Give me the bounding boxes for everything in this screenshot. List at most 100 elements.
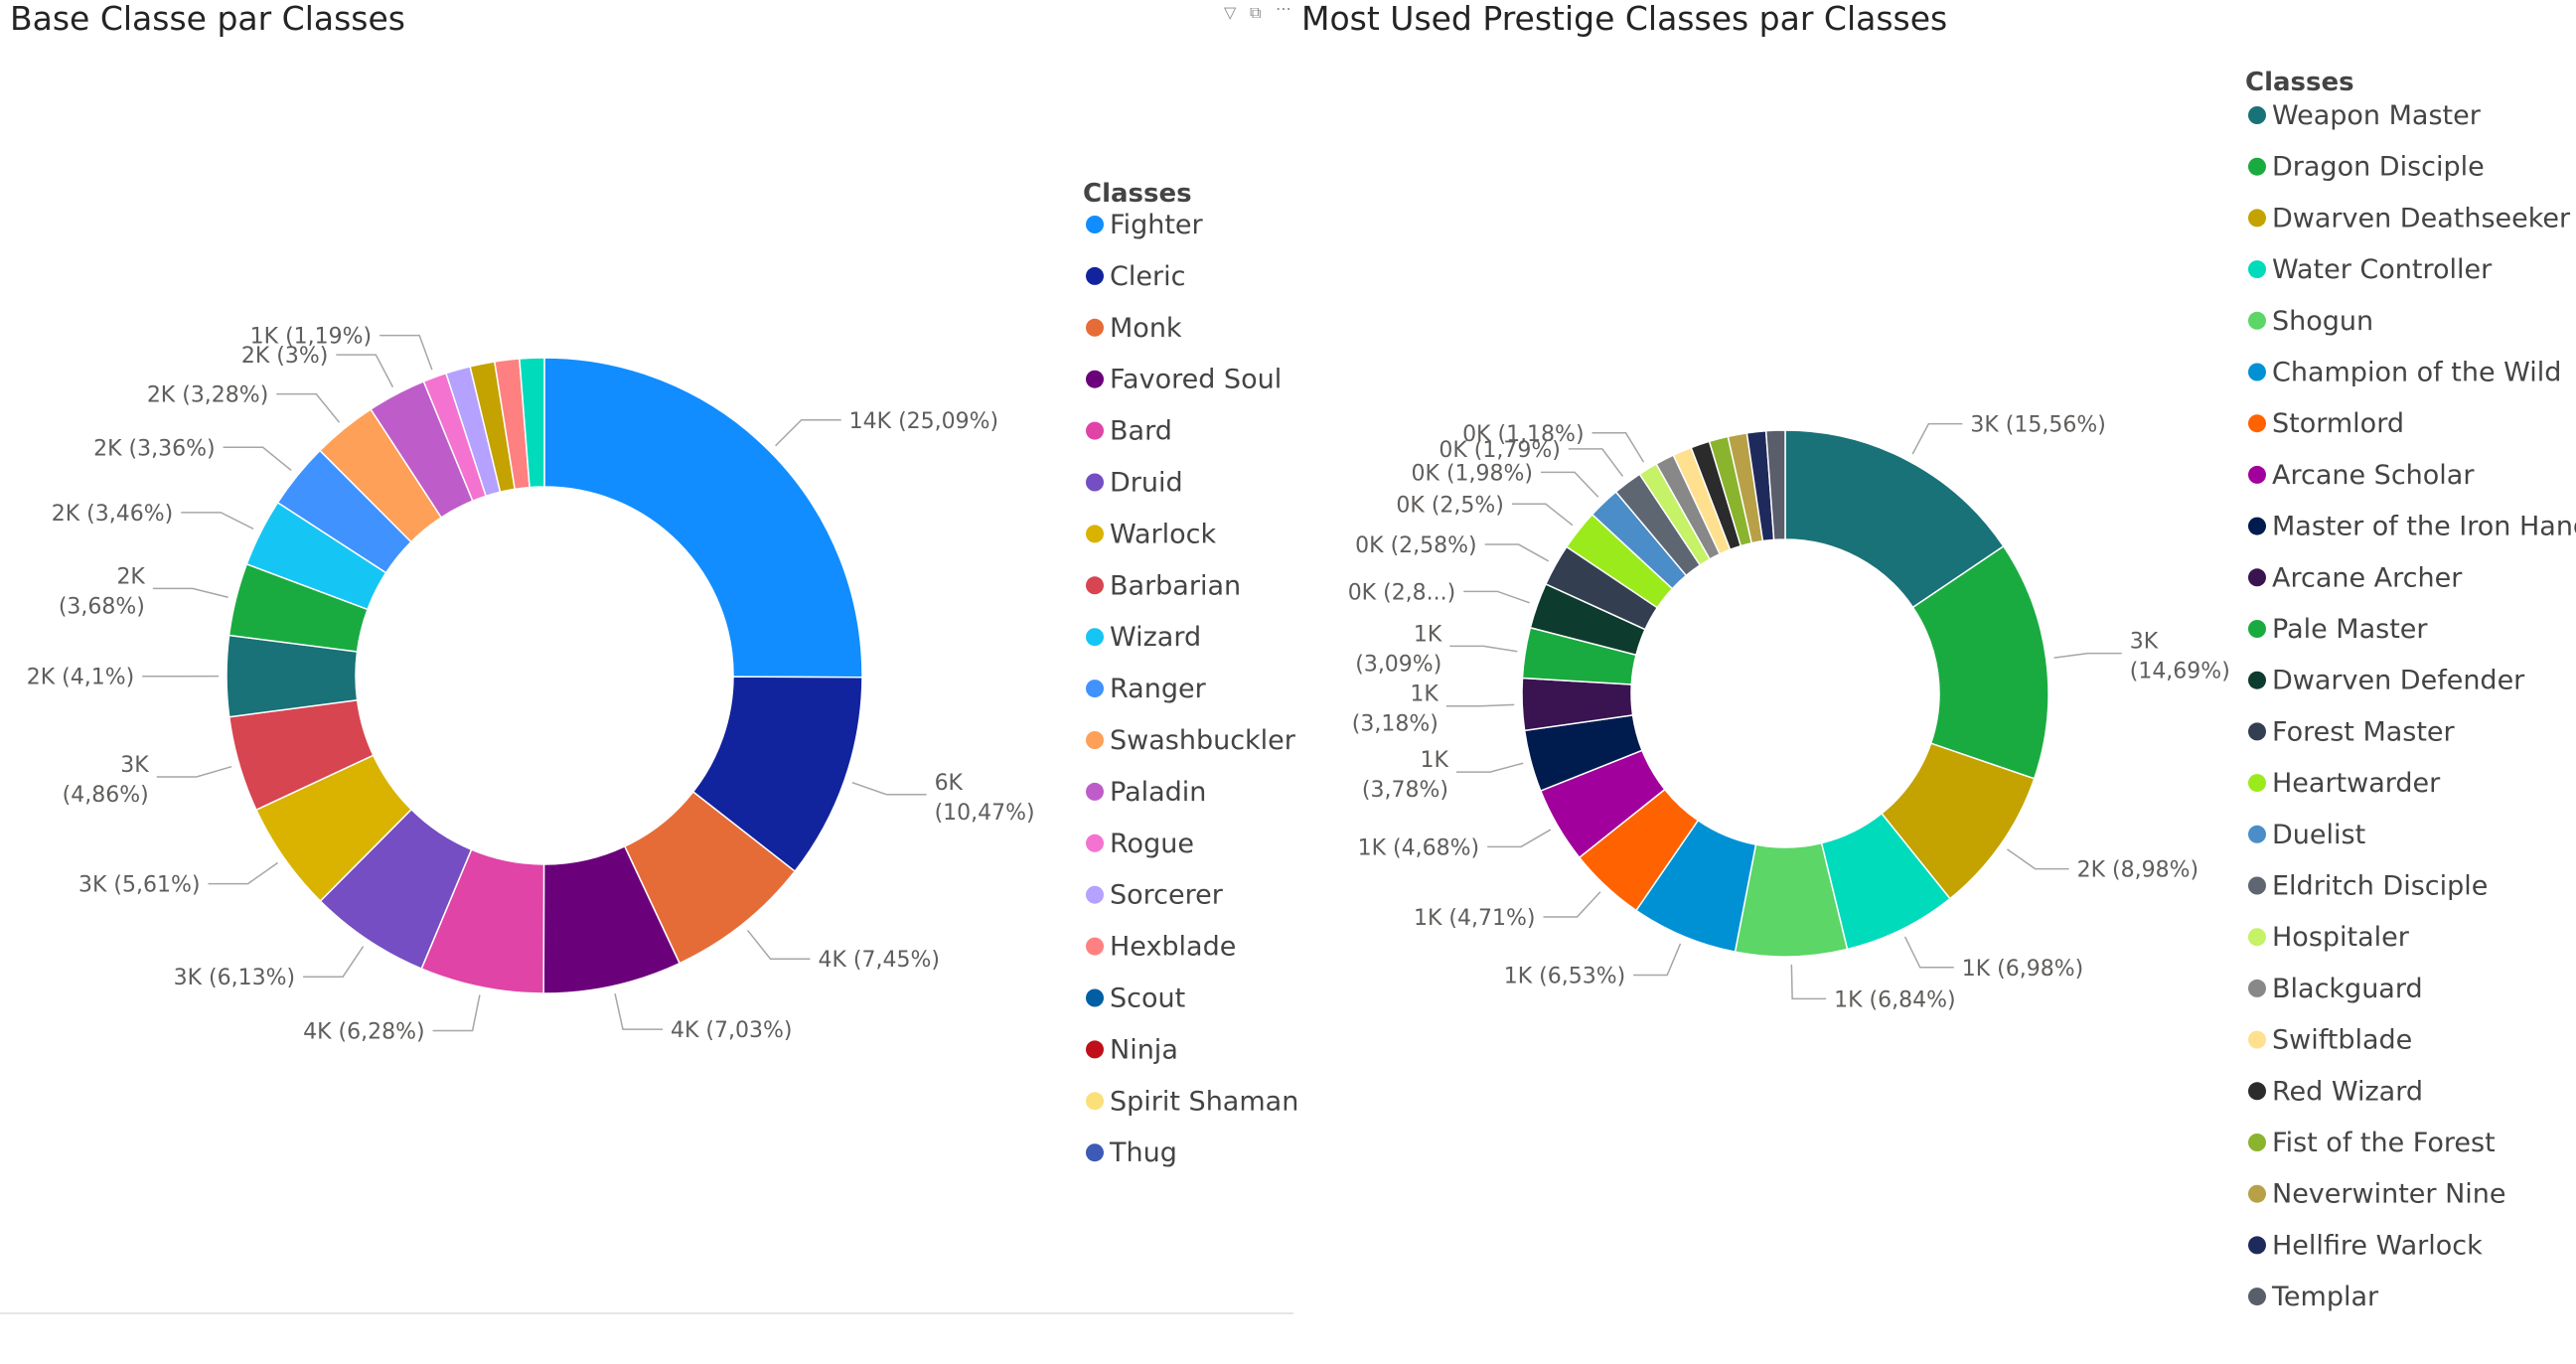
base-class-visual[interactable]: Base Classe par Classes 14K (25,09%) 6K (1… xyxy=(10,0,1298,1168)
legend-item[interactable]: Warlock xyxy=(1086,519,1216,549)
legend-label: Ranger xyxy=(1110,674,1207,704)
legend-item[interactable]: Shogun xyxy=(2248,306,2373,337)
legend-label: Warlock xyxy=(1110,519,1216,549)
legend-item[interactable]: Thug xyxy=(1086,1137,1177,1168)
data-label: 1K (3,18%) xyxy=(1352,682,1440,737)
focus-mode-icon[interactable]: ⧉ xyxy=(1250,3,1261,22)
legend-item[interactable]: Arcane Scholar xyxy=(2248,460,2475,491)
leader-line xyxy=(1633,943,1682,977)
data-label: 2K (8,98%) xyxy=(2077,858,2198,883)
leader-line xyxy=(208,861,279,885)
legend-item[interactable]: Fighter xyxy=(1086,210,1204,240)
legend-item[interactable]: Hospitaler xyxy=(2248,922,2410,953)
legend-item[interactable]: Swiftblade xyxy=(2248,1025,2412,1056)
leader-line xyxy=(614,993,664,1030)
more-options-icon[interactable]: ⋯ xyxy=(1276,0,1291,18)
legend-item[interactable]: Rogue xyxy=(1086,829,1194,859)
legend-label: Templar xyxy=(2271,1282,2379,1312)
legend-item[interactable]: Swashbuckler xyxy=(1086,725,1296,756)
legend-item[interactable]: Water Controller xyxy=(2248,254,2493,285)
filter-icon[interactable]: ▽ xyxy=(1224,3,1237,22)
legend-label: Scout xyxy=(1110,984,1185,1014)
legend-item[interactable]: Ninja xyxy=(1086,1034,1178,1065)
legend-title: Classes xyxy=(2245,68,2354,97)
legend-item[interactable]: Bard xyxy=(1086,416,1172,447)
legend-item[interactable]: Duelist xyxy=(2248,820,2365,850)
legend-item[interactable]: Spirit Shaman xyxy=(1086,1086,1298,1117)
leader-line xyxy=(1445,703,1515,707)
leader-line xyxy=(851,781,927,796)
leader-line xyxy=(1463,590,1530,604)
legend-item[interactable]: Weapon Master xyxy=(2248,100,2482,131)
legend-item[interactable]: Red Wizard xyxy=(2248,1076,2423,1107)
legend-label: Bard xyxy=(1110,416,1172,447)
prestige-class-visual[interactable]: Most Used Prestige Classes par Classes 3… xyxy=(1301,0,2576,1312)
legend-item[interactable]: Pale Master xyxy=(2248,614,2428,645)
legend-marker xyxy=(1086,421,1104,440)
legend-item[interactable]: Arcane Archer xyxy=(2248,562,2463,593)
legend-marker xyxy=(1086,525,1104,543)
legend-item[interactable]: Neverwinter Nine xyxy=(2248,1179,2506,1210)
donut-chart[interactable] xyxy=(226,357,863,994)
legend-marker xyxy=(2248,774,2266,793)
legend-label: Weapon Master xyxy=(2272,100,2482,131)
legend-item[interactable]: Hexblade xyxy=(1086,932,1236,963)
data-label: 4K (7,45%) xyxy=(818,948,939,973)
legend-item[interactable]: Fist of the Forest xyxy=(2248,1128,2496,1158)
legend-marker xyxy=(1086,628,1104,647)
legend-item[interactable]: Cleric xyxy=(1086,261,1185,292)
legend-item[interactable]: Scout xyxy=(1086,984,1185,1014)
legend-marker xyxy=(2248,928,2266,947)
legend-item[interactable]: Hellfire Warlock xyxy=(2248,1230,2483,1261)
leader-line xyxy=(1911,422,1963,455)
legend-item[interactable]: Monk xyxy=(1086,313,1182,344)
legend-item[interactable]: Barbarian xyxy=(1086,570,1241,601)
legend-marker xyxy=(1086,216,1104,233)
slice-templar[interactable] xyxy=(1764,429,1786,541)
legend-label: Arcane Scholar xyxy=(2272,460,2475,491)
visual-header[interactable]: ▽ ⧉ ⋯ xyxy=(1224,0,1291,22)
legend-label: Paladin xyxy=(1110,777,1206,808)
legend-item[interactable]: Wizard xyxy=(1086,622,1201,653)
legend-label: Wizard xyxy=(1110,622,1201,653)
data-label: 1K (6,84%) xyxy=(1834,987,1955,1012)
legend-item[interactable]: Champion of the Wild xyxy=(2248,358,2561,388)
legend-marker xyxy=(1086,1143,1104,1162)
legend-item[interactable]: Heartwarder xyxy=(2248,768,2441,799)
chart-title: Base Classe par Classes xyxy=(10,0,405,38)
legend-item[interactable]: Sorcerer xyxy=(1086,880,1224,911)
legend-item[interactable]: Stormlord xyxy=(2248,408,2404,439)
legend-item[interactable]: Master of the Iron Hand xyxy=(2248,512,2576,542)
legend-item[interactable]: Dwarven Deathseeker xyxy=(2248,203,2571,233)
slice-fighter[interactable] xyxy=(543,357,863,679)
legend-item[interactable]: Forest Master xyxy=(2248,716,2456,747)
legend-label: Neverwinter Nine xyxy=(2272,1179,2506,1210)
legend-marker xyxy=(2248,414,2266,433)
legend-item[interactable]: Eldritch Disciple xyxy=(2248,871,2488,902)
data-label: 0K (1,79%) xyxy=(1439,438,1560,463)
legend-item[interactable]: Dwarven Defender xyxy=(2248,666,2525,696)
legend-item[interactable]: Dragon Disciple xyxy=(2248,152,2485,183)
legend-item[interactable]: Blackguard xyxy=(2248,974,2423,1004)
legend-label: Sorcerer xyxy=(1110,880,1224,911)
legend-item[interactable]: Druid xyxy=(1086,468,1183,499)
legend-label: Swashbuckler xyxy=(1110,725,1296,756)
legend-marker xyxy=(2248,209,2266,227)
legend-marker xyxy=(2248,825,2266,843)
data-label: 1K (6,98%) xyxy=(1962,957,2083,982)
legend-marker xyxy=(1086,680,1104,698)
data-label: 1K (4,68%) xyxy=(1358,835,1479,860)
slice-thug[interactable] xyxy=(519,357,545,489)
slice-dragon-disciple[interactable] xyxy=(1911,544,2049,780)
donut-chart[interactable] xyxy=(1521,429,2049,958)
legend[interactable]: Classes Weapon Master Dragon Disciple Dwar… xyxy=(2245,68,2576,1312)
legend-item[interactable]: Templar xyxy=(2248,1282,2379,1312)
data-label: 0K (1,18%) xyxy=(1462,422,1584,447)
legend-item[interactable]: Favored Soul xyxy=(1086,365,1282,395)
legend[interactable]: Classes Fighter Cleric Monk Favored Soul Bar… xyxy=(1083,179,1298,1168)
legend-item[interactable]: Ranger xyxy=(1086,674,1207,704)
data-label: 1K (3,78%) xyxy=(1362,748,1449,803)
legend-item[interactable]: Paladin xyxy=(1086,777,1206,808)
slice-weapon-master[interactable] xyxy=(1784,429,2005,609)
leader-line xyxy=(1543,891,1601,918)
